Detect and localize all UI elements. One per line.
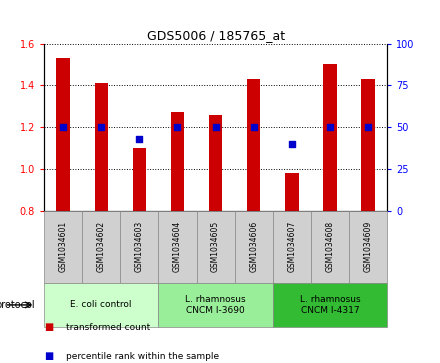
Bar	[273, 283, 387, 327]
Point	[326, 124, 334, 130]
Text: GSM1034602: GSM1034602	[97, 221, 106, 272]
Bar	[44, 211, 82, 283]
Bar	[82, 211, 120, 283]
Bar	[44, 283, 158, 327]
Bar	[361, 79, 375, 211]
Bar	[56, 58, 70, 211]
Point	[136, 136, 143, 142]
Point	[365, 124, 372, 130]
Text: percentile rank within the sample: percentile rank within the sample	[66, 352, 219, 361]
Bar	[285, 173, 298, 211]
Text: GSM1034603: GSM1034603	[135, 221, 144, 273]
Bar	[323, 65, 337, 211]
Bar	[133, 148, 146, 211]
Bar	[247, 79, 260, 211]
Point	[174, 124, 181, 130]
Bar	[209, 114, 222, 211]
Text: GSM1034607: GSM1034607	[287, 221, 297, 273]
Text: GSM1034604: GSM1034604	[173, 221, 182, 273]
Text: GSM1034606: GSM1034606	[249, 221, 258, 273]
Point	[288, 141, 295, 147]
Bar	[158, 283, 273, 327]
Text: E. coli control: E. coli control	[70, 301, 132, 309]
Point	[59, 124, 66, 130]
Bar	[171, 113, 184, 211]
Bar	[349, 211, 387, 283]
Bar	[95, 83, 108, 211]
Bar	[158, 211, 197, 283]
Text: ■: ■	[44, 351, 53, 361]
Bar	[273, 211, 311, 283]
Bar	[197, 211, 235, 283]
Bar	[311, 211, 349, 283]
Text: ■: ■	[44, 322, 53, 332]
Text: GSM1034601: GSM1034601	[59, 221, 68, 272]
Point	[212, 124, 219, 130]
Point	[98, 124, 105, 130]
Text: transformed count: transformed count	[66, 323, 150, 332]
Text: protocol: protocol	[0, 300, 35, 310]
Text: GSM1034608: GSM1034608	[326, 221, 334, 272]
Point	[250, 124, 257, 130]
Bar	[120, 211, 158, 283]
Text: GSM1034605: GSM1034605	[211, 221, 220, 273]
Bar	[235, 211, 273, 283]
Text: GSM1034609: GSM1034609	[363, 221, 373, 273]
Text: L. rhamnosus
CNCM I-4317: L. rhamnosus CNCM I-4317	[300, 295, 360, 315]
Text: L. rhamnosus
CNCM I-3690: L. rhamnosus CNCM I-3690	[185, 295, 246, 315]
Title: GDS5006 / 185765_at: GDS5006 / 185765_at	[147, 29, 285, 42]
